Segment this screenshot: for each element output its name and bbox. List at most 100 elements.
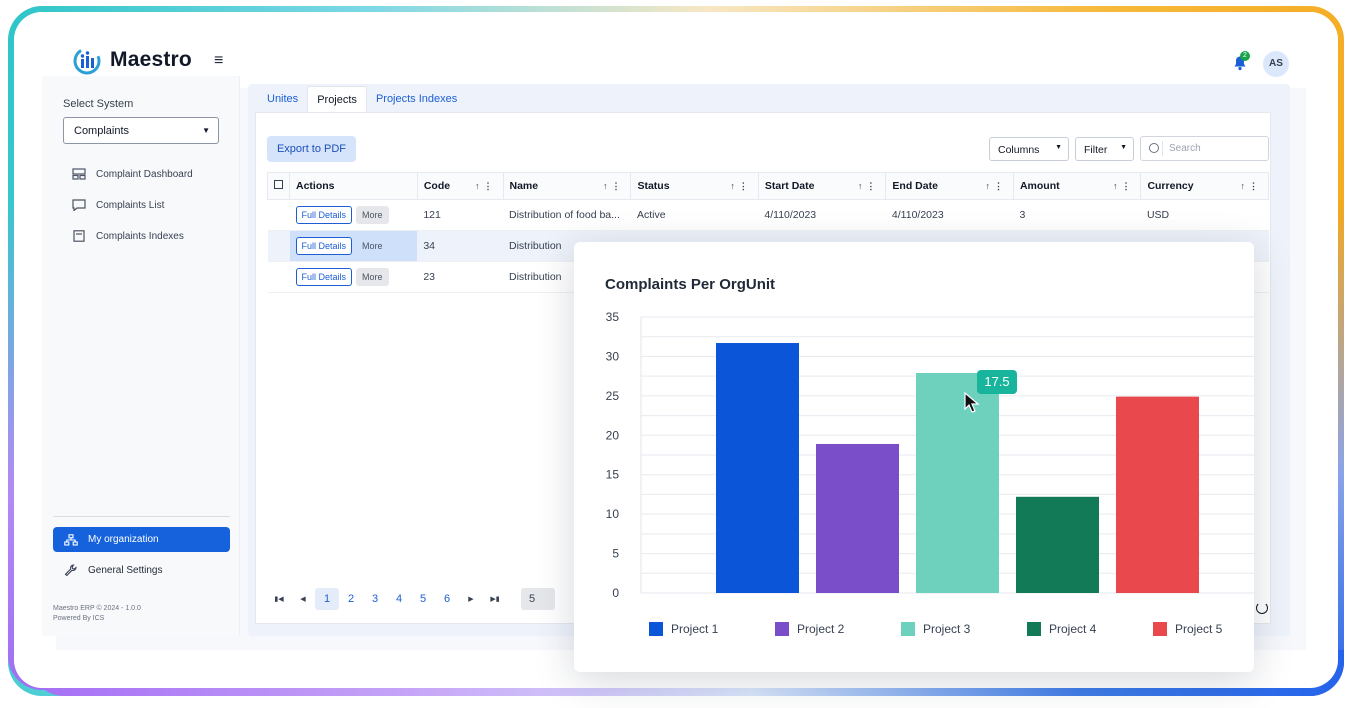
chart-card: Complaints Per OrgUnit 0 5 10 15 20 25 30 35 17… <box>574 242 1254 672</box>
system-select[interactable]: Complaints ▼ <box>63 117 219 144</box>
sort-icon[interactable]: ↑⋮ <box>475 181 497 191</box>
full-details-button[interactable]: Full Details <box>295 206 353 224</box>
bar-project-1[interactable] <box>716 343 799 593</box>
full-details-button[interactable]: Full Details <box>295 268 353 286</box>
more-button[interactable]: More <box>356 206 389 224</box>
mouse-cursor-icon <box>964 392 980 413</box>
prev-page-icon[interactable]: ◀ <box>300 596 306 603</box>
select-system-label: Select System <box>63 98 134 110</box>
sidebar <box>42 76 240 636</box>
sidebar-item-complaints-indexes[interactable]: Complaints Indexes <box>72 230 184 242</box>
actions-cell: Full Details More <box>289 230 418 262</box>
page-button[interactable]: 1 <box>315 588 339 610</box>
column-header-amount[interactable]: Amount ↑⋮ <box>1012 172 1142 200</box>
sort-icon[interactable]: ↑⋮ <box>985 181 1007 191</box>
filter-dropdown[interactable]: Filter ▼ <box>1075 137 1134 161</box>
columns-label: Columns <box>998 144 1040 156</box>
column-header-start-date[interactable]: Start Date ↑⋮ <box>757 172 887 200</box>
tab-projects-indexes[interactable]: Projects Indexes <box>375 93 458 105</box>
column-header-end-date[interactable]: End Date ↑⋮ <box>885 172 1014 200</box>
code-cell: 23 <box>417 261 503 293</box>
sort-icon[interactable]: ↑⋮ <box>1112 181 1135 191</box>
row-checkbox-cell <box>267 230 290 262</box>
amount-cell: 3 <box>1013 199 1141 231</box>
legend-item[interactable]: Project 5 <box>1153 622 1279 636</box>
sort-icon[interactable]: ↑⋮ <box>1240 181 1262 191</box>
sidebar-item-general-settings[interactable]: General Settings <box>64 564 163 577</box>
sidebar-item-my-organization[interactable]: My organization <box>53 527 230 552</box>
last-page-icon[interactable]: ▶▮ <box>490 596 500 603</box>
page-button[interactable]: 5 <box>419 593 427 605</box>
legend-item[interactable]: Project 2 <box>775 622 901 636</box>
status-cell: Active <box>630 199 759 231</box>
search-input[interactable]: Search <box>1140 136 1269 161</box>
column-header-status[interactable]: Status ↑⋮ <box>630 172 759 200</box>
brand-name: Maestro <box>110 48 192 71</box>
legend-label: Project 3 <box>923 622 971 636</box>
legend-label: Project 5 <box>1175 622 1223 636</box>
bar-project-5[interactable] <box>1116 396 1199 593</box>
column-header-label: Amount <box>1019 180 1060 192</box>
full-details-button[interactable]: Full Details <box>295 237 353 255</box>
bar-chart: 0 5 10 15 20 25 30 35 <box>606 310 1254 600</box>
tab-bar: Unites Projects Projects Indexes <box>258 86 466 112</box>
chevron-down-icon: ▼ <box>1120 144 1127 151</box>
legend-item[interactable]: Project 3 <box>901 622 1027 636</box>
refresh-icon[interactable] <box>1256 602 1268 614</box>
page-button[interactable]: 3 <box>371 593 379 605</box>
next-page-icon[interactable]: ▶ <box>468 596 474 603</box>
column-header-actions: Actions <box>289 172 418 200</box>
page-size-select[interactable]: 5 <box>521 588 555 610</box>
y-tick-label: 15 <box>606 468 620 482</box>
column-header-label: Currency <box>1147 180 1194 192</box>
legend-swatch <box>775 622 789 636</box>
sidebar-item-complaints-list[interactable]: Complaints List <box>72 199 164 211</box>
sidebar-item-label: Complaints Indexes <box>96 230 184 242</box>
columns-dropdown[interactable]: Columns ▼ <box>989 137 1069 161</box>
page-button[interactable]: 4 <box>395 593 403 605</box>
row-checkbox-cell <box>267 261 290 293</box>
column-header-code[interactable]: Code ↑⋮ <box>416 172 504 200</box>
menu-toggle-icon[interactable]: ≡ <box>214 52 224 69</box>
legend-label: Project 1 <box>671 622 719 636</box>
avatar[interactable]: AS <box>1263 51 1289 77</box>
sort-icon[interactable]: ↑⋮ <box>730 181 752 191</box>
sort-icon[interactable]: ↑⋮ <box>857 181 880 191</box>
bar-project-2[interactable] <box>816 443 899 593</box>
y-tick-label: 0 <box>612 586 619 600</box>
filter-label: Filter <box>1084 144 1108 156</box>
column-header-name[interactable]: Name ↑⋮ <box>502 172 632 200</box>
sidebar-item-complaint-dashboard[interactable]: Complaint Dashboard <box>72 168 193 180</box>
more-button[interactable]: More <box>362 241 383 251</box>
chart-title: Complaints Per OrgUnit <box>605 276 776 293</box>
search-divider <box>1162 141 1163 156</box>
chevron-down-icon: ▼ <box>1055 144 1062 151</box>
select-all-checkbox[interactable] <box>267 172 290 200</box>
sort-icon[interactable]: ↑⋮ <box>602 181 625 191</box>
legend-item[interactable]: Project 1 <box>649 622 775 636</box>
first-page-icon[interactable]: ▮◀ <box>274 596 284 603</box>
checkbox-icon <box>274 180 283 189</box>
tab-unites[interactable]: Unites <box>267 93 299 105</box>
wrench-icon <box>64 564 77 577</box>
page-button[interactable]: 6 <box>443 593 451 605</box>
system-select-value: Complaints <box>74 125 130 137</box>
bar-project-4[interactable] <box>1016 496 1099 593</box>
bar-project-3[interactable] <box>916 372 999 593</box>
y-tick-label: 30 <box>606 349 620 363</box>
page-button[interactable]: 2 <box>347 593 355 605</box>
chat-icon <box>72 199 86 211</box>
org-chart-icon <box>64 533 78 546</box>
tab-projects[interactable]: Projects <box>307 86 367 112</box>
code-cell: 121 <box>417 199 503 231</box>
column-header-label: End Date <box>892 180 938 192</box>
legend-item[interactable]: Project 4 <box>1027 622 1153 636</box>
more-button[interactable]: More <box>356 268 389 286</box>
sidebar-divider <box>53 516 230 517</box>
export-pdf-button[interactable]: Export to PDF <box>267 136 356 162</box>
column-header-currency[interactable]: Currency ↑⋮ <box>1140 172 1269 200</box>
column-header-label: Start Date <box>764 180 815 192</box>
table-row[interactable]: Full Details More 121 Distribution of foo… <box>267 199 1269 231</box>
start-date-cell: 4/110/2023 <box>758 199 886 231</box>
pagination: ▮◀ ◀ 1 2 3 4 5 6 ▶ ▶▮ 5 <box>267 584 1269 614</box>
